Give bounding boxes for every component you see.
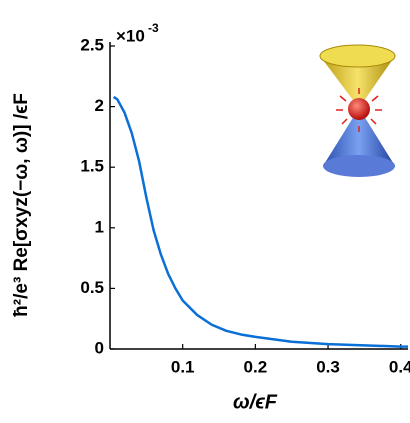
y-scale-exponent: -3 (148, 21, 159, 35)
y-tick-label: 0 (95, 338, 104, 357)
x-tick-label: 0.3 (316, 357, 340, 376)
x-tick-label: 0.2 (244, 357, 268, 376)
y-tick-label: 1.5 (80, 157, 104, 176)
x-tick-label: 0.1 (171, 357, 195, 376)
y-tick-label: 2 (95, 96, 104, 115)
y-scale-label: ×10 (116, 26, 145, 45)
line-series (112, 95, 408, 348)
y-tick-label: 2.5 (80, 35, 104, 54)
x-axis-label: ω/ϵF (233, 391, 278, 413)
x-tick-label: 0.4 (389, 357, 410, 376)
cone-illustration (319, 44, 396, 177)
y-tick-label: 1 (95, 217, 104, 236)
y-tick-label: 0.5 (80, 278, 104, 297)
y-axis-label: ħ²/e³ Re[σxyz(−ω, ω)] /ϵF (11, 93, 32, 317)
